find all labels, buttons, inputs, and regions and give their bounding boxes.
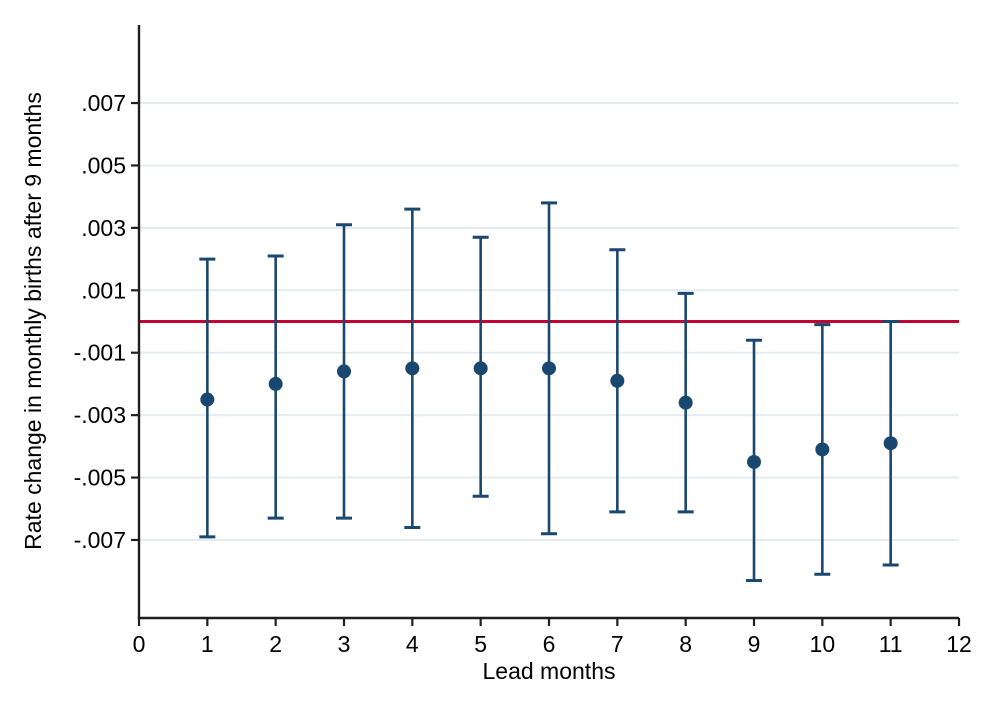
y-tick-label: -.007 xyxy=(74,527,126,553)
point-estimate-marker xyxy=(678,395,693,410)
x-tick-label: 8 xyxy=(679,631,692,657)
y-tick-label: -.005 xyxy=(74,465,126,491)
x-tick-label: 7 xyxy=(611,631,624,657)
x-tick-label: 11 xyxy=(879,631,903,657)
point-estimate-marker xyxy=(542,361,556,376)
x-tick-label: 10 xyxy=(810,631,836,657)
x-tick-label: 1 xyxy=(201,631,214,657)
y-tick-label: .005 xyxy=(81,152,126,178)
point-estimate-marker xyxy=(747,454,761,469)
point-estimate-marker xyxy=(337,364,351,379)
x-tick-label: 4 xyxy=(406,631,419,657)
point-estimate-marker xyxy=(883,436,898,451)
y-tick-label: -.003 xyxy=(74,402,126,428)
point-estimate-marker xyxy=(815,442,830,457)
x-tick-label: 0 xyxy=(133,631,146,657)
y-tick-label: -.001 xyxy=(74,340,126,366)
y-tick-label: .003 xyxy=(81,215,126,241)
x-tick-label: 2 xyxy=(269,631,282,657)
x-axis-title: Lead months xyxy=(482,658,616,684)
y-tick-label: .001 xyxy=(81,277,126,303)
x-tick-label: 3 xyxy=(338,631,351,657)
x-tick-label: 9 xyxy=(748,631,761,657)
x-tick-label: 5 xyxy=(474,631,487,657)
y-tick-label: .007 xyxy=(81,90,126,116)
point-estimate-marker xyxy=(268,376,283,391)
x-tick-label: 12 xyxy=(946,631,972,657)
point-estimate-marker xyxy=(405,361,420,376)
point-estimate-marker xyxy=(473,361,488,376)
y-axis-title: Rate change in monthly births after 9 mo… xyxy=(20,92,46,550)
point-estimate-marker xyxy=(610,373,625,388)
x-tick-label: 6 xyxy=(543,631,556,657)
point-estimate-marker xyxy=(200,392,215,407)
